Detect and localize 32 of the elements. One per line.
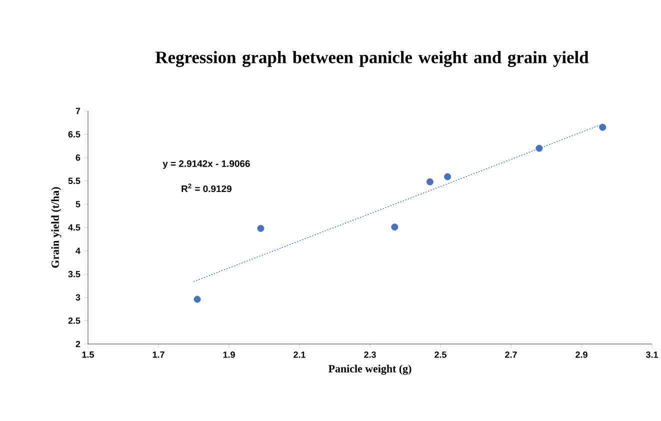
point [536, 144, 543, 152]
point [391, 224, 398, 231]
point [426, 178, 434, 186]
y-tick-label: 5.5 [68, 178, 80, 184]
x-tick-label: 2.9 [576, 352, 588, 358]
point [599, 124, 606, 131]
y-tick-label: 7 [76, 108, 80, 114]
y-tick-label: 3.5 [68, 270, 80, 278]
x-tick-label: 1.7 [152, 352, 164, 358]
point [257, 224, 264, 232]
annotation: y = 2.9142x - 1.9066 [162, 160, 250, 169]
chart-title: Regression graph between panicle weight and grain yield [155, 51, 589, 67]
point [194, 296, 201, 303]
y-tick-label: 6.5 [68, 131, 80, 138]
y-axis-title: Grain yield (t/ha) [51, 187, 62, 268]
x-tick-label: 1.5 [82, 352, 94, 358]
x-tick-label: 2.3 [364, 352, 376, 358]
y-tick-label: 6 [76, 154, 80, 161]
y-tick-label: 3 [76, 294, 80, 301]
x-tick-label: 1.9 [223, 352, 235, 358]
y-tick-label: 2 [76, 340, 80, 348]
x-tick-label: 2.5 [434, 352, 446, 358]
y-tick-label: 4 [76, 248, 80, 254]
x-tick-label: 3.1 [646, 352, 658, 358]
annotation: R$^{2}$ = 0.9129 [182, 184, 232, 192]
x-tick-label: 2.7 [505, 352, 517, 358]
point [444, 173, 452, 180]
x-tick-label: 2.1 [294, 352, 306, 358]
y-tick-label: 5 [76, 201, 80, 208]
y-tick-label: 2.5 [68, 318, 80, 324]
y-tick-label: 4.5 [68, 224, 80, 231]
x-axis-title: Panicle weight (g) [328, 364, 412, 375]
